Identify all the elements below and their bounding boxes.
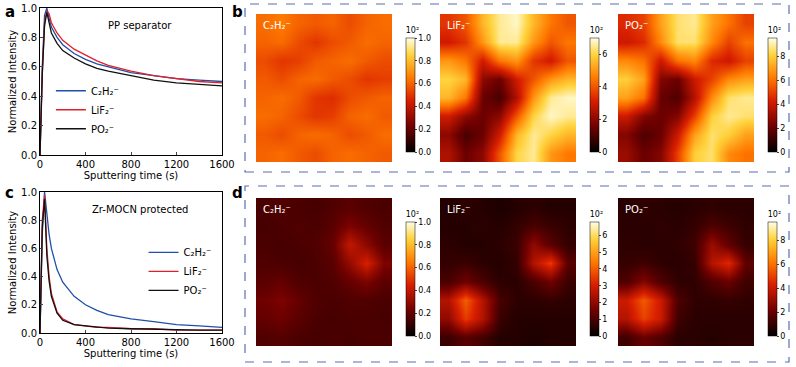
svg-text:C₂H₂⁻: C₂H₂⁻ bbox=[263, 20, 291, 31]
svg-text:1600: 1600 bbox=[209, 159, 234, 170]
svg-text:Normalized Intensity: Normalized Intensity bbox=[7, 211, 18, 314]
svg-text:10²: 10² bbox=[768, 26, 781, 35]
svg-text:1200: 1200 bbox=[164, 337, 189, 348]
svg-text:0: 0 bbox=[780, 332, 785, 341]
svg-text:0.0: 0.0 bbox=[418, 332, 431, 341]
svg-text:0: 0 bbox=[37, 337, 43, 348]
svg-text:0: 0 bbox=[602, 332, 607, 341]
svg-text:6: 6 bbox=[602, 231, 607, 240]
svg-text:1200: 1200 bbox=[164, 159, 189, 170]
svg-text:2: 2 bbox=[602, 115, 607, 124]
svg-text:2: 2 bbox=[602, 298, 607, 307]
svg-text:0.6: 0.6 bbox=[418, 79, 431, 88]
svg-text:3: 3 bbox=[602, 282, 607, 291]
svg-text:800: 800 bbox=[121, 337, 140, 348]
svg-text:C₂H₂⁻: C₂H₂⁻ bbox=[184, 247, 212, 258]
svg-text:PO₂⁻: PO₂⁻ bbox=[184, 285, 207, 296]
svg-text:0.2: 0.2 bbox=[21, 120, 37, 131]
svg-text:Zr-MOCN protected: Zr-MOCN protected bbox=[92, 204, 188, 215]
svg-text:0: 0 bbox=[780, 148, 785, 157]
svg-text:b: b bbox=[232, 3, 243, 21]
svg-text:0: 0 bbox=[602, 148, 607, 157]
svg-text:0: 0 bbox=[37, 159, 43, 170]
svg-text:PO₂⁻: PO₂⁻ bbox=[625, 204, 648, 215]
svg-text:4: 4 bbox=[602, 265, 607, 274]
svg-text:5: 5 bbox=[602, 248, 607, 257]
svg-text:Sputtering time (s): Sputtering time (s) bbox=[84, 170, 179, 181]
svg-text:800: 800 bbox=[121, 159, 140, 170]
svg-text:4: 4 bbox=[780, 284, 785, 293]
svg-text:0.0: 0.0 bbox=[418, 148, 431, 157]
svg-text:10²: 10² bbox=[768, 210, 781, 219]
svg-text:0.8: 0.8 bbox=[21, 215, 37, 226]
svg-text:0.8: 0.8 bbox=[21, 32, 37, 43]
svg-text:1.0: 1.0 bbox=[21, 187, 37, 198]
svg-text:0.6: 0.6 bbox=[21, 61, 37, 72]
svg-text:Sputtering time (s): Sputtering time (s) bbox=[84, 348, 179, 359]
svg-text:10²: 10² bbox=[406, 210, 419, 219]
svg-text:6: 6 bbox=[602, 50, 607, 59]
svg-text:4: 4 bbox=[780, 100, 785, 109]
svg-text:400: 400 bbox=[76, 159, 95, 170]
svg-text:0.8: 0.8 bbox=[418, 241, 431, 250]
svg-text:0.4: 0.4 bbox=[21, 91, 37, 102]
svg-text:C₂H₂⁻: C₂H₂⁻ bbox=[263, 204, 291, 215]
svg-text:8: 8 bbox=[780, 52, 785, 61]
svg-text:Normalized Intensity: Normalized Intensity bbox=[7, 30, 18, 133]
svg-text:0.6: 0.6 bbox=[21, 243, 37, 254]
svg-text:LiF₂⁻: LiF₂⁻ bbox=[447, 204, 470, 215]
svg-text:10²: 10² bbox=[590, 26, 603, 35]
svg-text:6: 6 bbox=[780, 260, 785, 269]
svg-text:6: 6 bbox=[780, 76, 785, 85]
svg-text:LiF₂⁻: LiF₂⁻ bbox=[184, 266, 207, 277]
svg-text:1.0: 1.0 bbox=[418, 34, 431, 43]
svg-text:d: d bbox=[232, 184, 243, 202]
svg-text:400: 400 bbox=[76, 337, 95, 348]
svg-text:10²: 10² bbox=[590, 210, 603, 219]
svg-text:0.4: 0.4 bbox=[418, 286, 431, 295]
svg-text:0.0: 0.0 bbox=[21, 150, 37, 161]
svg-text:PO₂⁻: PO₂⁻ bbox=[625, 20, 648, 31]
svg-text:1.0: 1.0 bbox=[418, 218, 431, 227]
svg-text:2: 2 bbox=[780, 124, 785, 133]
svg-text:PP separator: PP separator bbox=[108, 20, 172, 31]
svg-text:LiF₂⁻: LiF₂⁻ bbox=[91, 105, 114, 116]
svg-text:2: 2 bbox=[780, 308, 785, 317]
svg-text:PO₂⁻: PO₂⁻ bbox=[91, 124, 114, 135]
svg-text:4: 4 bbox=[602, 83, 607, 92]
svg-text:1: 1 bbox=[602, 315, 607, 324]
svg-text:a: a bbox=[5, 3, 15, 21]
svg-text:0.4: 0.4 bbox=[418, 102, 431, 111]
svg-text:0.2: 0.2 bbox=[418, 125, 431, 134]
svg-text:0.6: 0.6 bbox=[418, 263, 431, 272]
svg-text:8: 8 bbox=[780, 236, 785, 245]
svg-text:0.2: 0.2 bbox=[418, 309, 431, 318]
svg-text:10²: 10² bbox=[406, 26, 419, 35]
svg-text:c: c bbox=[5, 184, 14, 202]
svg-text:1600: 1600 bbox=[209, 337, 234, 348]
svg-text:0.0: 0.0 bbox=[21, 328, 37, 339]
svg-text:0.4: 0.4 bbox=[21, 271, 37, 282]
svg-text:LiF₂⁻: LiF₂⁻ bbox=[447, 20, 470, 31]
svg-text:1.0: 1.0 bbox=[21, 3, 37, 14]
svg-text:0.8: 0.8 bbox=[418, 57, 431, 66]
svg-text:0.2: 0.2 bbox=[21, 299, 37, 310]
svg-text:C₂H₂⁻: C₂H₂⁻ bbox=[91, 86, 119, 97]
